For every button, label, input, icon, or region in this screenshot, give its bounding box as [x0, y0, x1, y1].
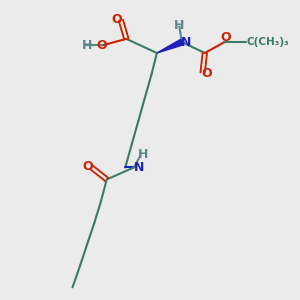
- Text: H: H: [174, 19, 184, 32]
- Text: O: O: [82, 160, 93, 173]
- Text: O: O: [112, 13, 122, 26]
- Text: O: O: [220, 31, 231, 44]
- Text: N: N: [181, 36, 191, 49]
- Text: N: N: [134, 161, 144, 174]
- Text: C(CH₃)₃: C(CH₃)₃: [246, 37, 289, 47]
- Text: O: O: [202, 67, 212, 80]
- Text: H: H: [82, 39, 92, 52]
- Text: O: O: [96, 39, 106, 52]
- Polygon shape: [157, 39, 183, 53]
- Text: H: H: [137, 148, 148, 161]
